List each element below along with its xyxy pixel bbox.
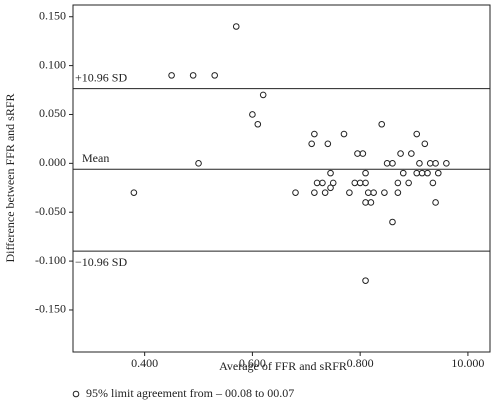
x-tick-label: 0.400: [131, 356, 158, 370]
data-point: [443, 160, 450, 167]
plot-frame: [72, 4, 491, 353]
y-axis-label: Difference between FFR and sRFR: [3, 93, 17, 262]
x-tick-label: 0.800: [347, 356, 374, 370]
data-point: [308, 140, 315, 148]
data-point: [394, 189, 402, 196]
legend-marker: [72, 390, 80, 398]
data-point: [413, 130, 421, 138]
data-point: [351, 179, 359, 187]
data-point: [413, 169, 421, 177]
data-point: [340, 130, 348, 138]
reference-label: −10.96 SD: [75, 255, 127, 269]
y-tick-label: -0.050: [35, 204, 66, 218]
y-tick-label: -0.100: [35, 253, 66, 267]
data-point: [346, 189, 353, 196]
data-point: [362, 277, 369, 284]
data-point: [327, 184, 334, 192]
data-point: [378, 120, 386, 128]
reference-label: +10.96 SD: [75, 70, 127, 84]
data-point: [211, 72, 218, 79]
data-point: [356, 179, 364, 187]
data-point: [370, 189, 377, 196]
data-point: [394, 179, 402, 187]
data-point: [324, 140, 332, 148]
data-point: [195, 160, 202, 167]
x-tick-label: 10.000: [451, 356, 484, 370]
legend-label: 95% limit agreement from – 00.08 to 00.0…: [86, 386, 294, 400]
data-point: [432, 199, 439, 206]
data-point: [364, 189, 372, 196]
data-point: [429, 179, 437, 187]
data-point: [389, 218, 396, 226]
data-point: [232, 23, 240, 30]
reference-label: Mean: [82, 151, 109, 165]
y-tick-label: 0.100: [39, 57, 66, 71]
data-point: [362, 199, 369, 206]
data-point: [383, 160, 391, 167]
data-point: [397, 150, 404, 157]
data-point: [399, 169, 407, 177]
x-axis-label: Average of FFR and sRFR: [219, 359, 347, 373]
data-point: [189, 72, 197, 79]
data-point: [424, 169, 431, 177]
data-point: [130, 189, 138, 196]
y-tick-label: 0.000: [39, 155, 66, 169]
data-point: [408, 150, 415, 157]
data-point: [319, 179, 326, 187]
data-point: [405, 179, 412, 187]
y-tick-label: -0.150: [35, 302, 66, 316]
data-point: [354, 150, 361, 157]
data-point: [327, 169, 334, 177]
data-point: [362, 179, 369, 187]
data-point: [367, 199, 375, 206]
data-point: [421, 140, 429, 148]
data-point: [321, 189, 329, 196]
data-point: [259, 91, 267, 99]
data-point: [416, 160, 423, 167]
data-point: [359, 150, 367, 157]
data-point: [418, 169, 426, 177]
data-point: [313, 179, 321, 187]
data-point: [329, 179, 337, 187]
y-tick-label: 0.050: [39, 106, 66, 120]
data-point: [249, 111, 256, 118]
y-tick-label: 0.150: [39, 8, 66, 22]
x-tick-label: 0.600: [239, 356, 266, 370]
data-point: [168, 72, 175, 79]
data-point: [311, 189, 318, 196]
data-point: [426, 160, 434, 167]
data-point: [254, 120, 262, 128]
data-point: [292, 189, 299, 196]
data-point: [311, 130, 318, 138]
data-point: [434, 169, 442, 177]
data-point: [362, 169, 369, 177]
data-point: [389, 160, 396, 167]
data-point: [432, 160, 439, 167]
data-point: [381, 189, 388, 196]
